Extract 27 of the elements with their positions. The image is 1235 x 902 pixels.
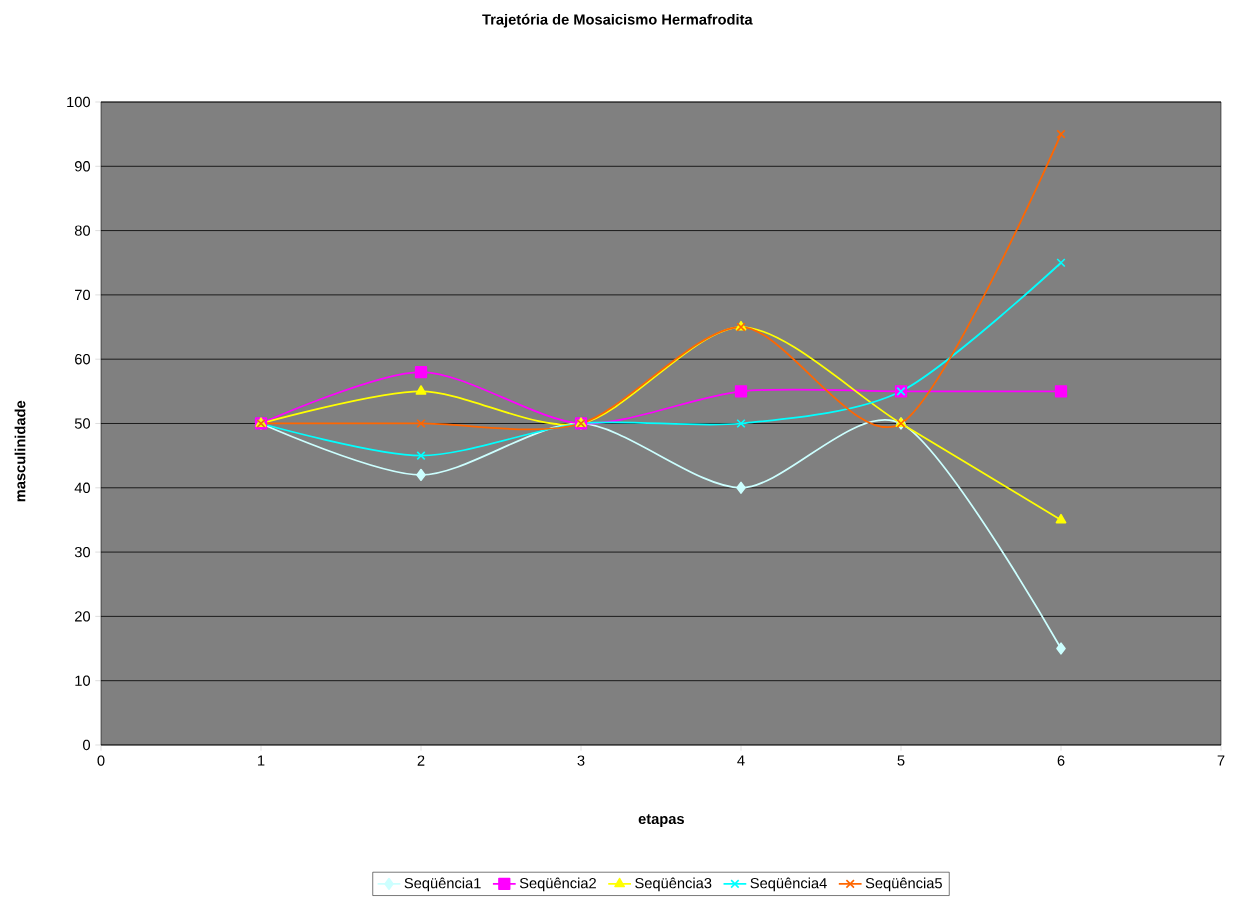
x-tick-label: 2: [417, 755, 425, 766]
y-tick-label: 40: [74, 482, 91, 493]
legend-label: Seqüência5: [865, 877, 942, 892]
y-tick-label: 0: [83, 739, 91, 751]
y-tick-label: 80: [74, 225, 91, 236]
y-tick-label: 50: [74, 418, 91, 429]
legend-label: Seqüência1: [404, 877, 481, 892]
y-tick-label: 70: [75, 289, 91, 301]
x-tick-label: 5: [897, 755, 905, 766]
x-tick-label: 1: [258, 755, 265, 766]
legend-label: Seqüência4: [750, 877, 827, 892]
y-tick-label: 20: [75, 611, 91, 622]
y-tick-label: 100: [67, 96, 91, 108]
y-tick-label: 90: [74, 161, 91, 172]
x-tick-label: 0: [97, 755, 105, 766]
x-tick-label: 3: [577, 755, 585, 766]
y-tick-label: 10: [75, 675, 91, 686]
y-axis-title: masculinidade: [14, 400, 26, 502]
y-tick-label: 30: [74, 546, 91, 558]
legend-label: Seqüência3: [635, 877, 712, 892]
x-tick-label: 6: [1057, 755, 1065, 766]
legend-label: Seqüência2: [519, 877, 596, 892]
x-tick-label: 7: [1217, 755, 1225, 766]
x-tick-label: 4: [737, 755, 745, 766]
x-axis-title: etapas: [638, 814, 684, 827]
chart-title: Trajetória de Mosaicismo Hermafrodita: [482, 13, 753, 28]
y-tick-label: 60: [75, 354, 91, 365]
